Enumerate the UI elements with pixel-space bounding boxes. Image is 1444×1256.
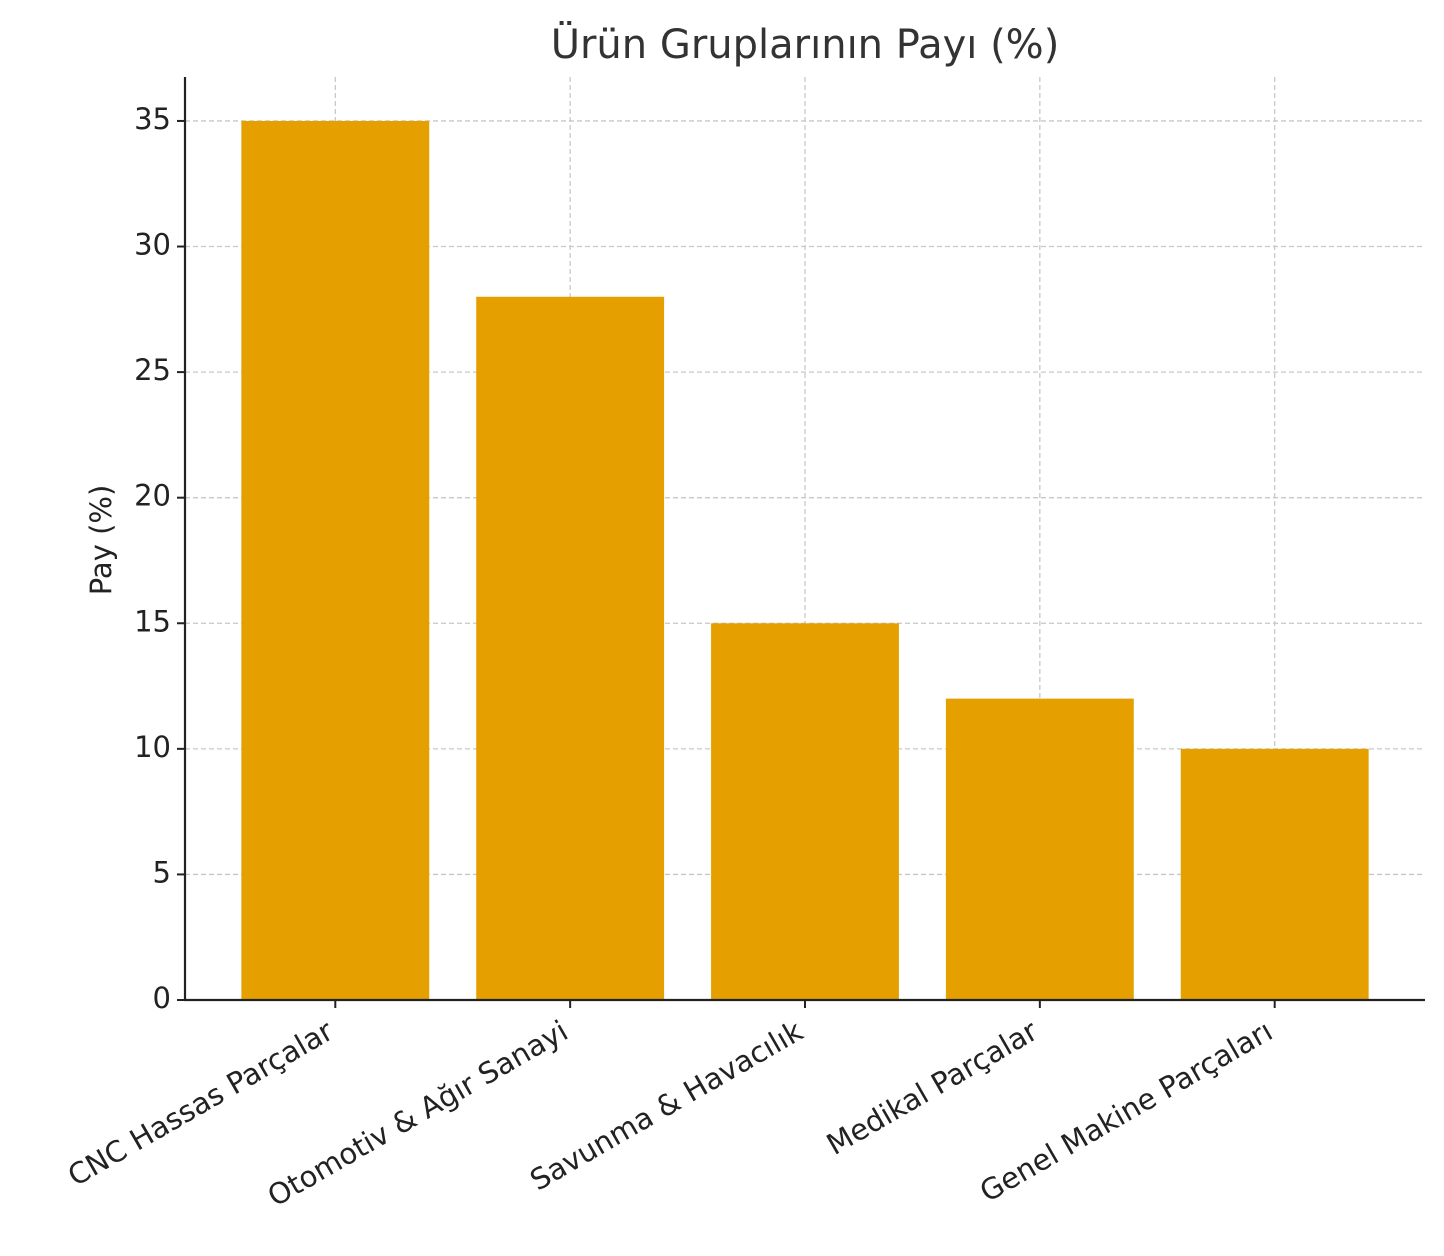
y-tick-label: 10 bbox=[134, 730, 171, 764]
y-tick-label: 25 bbox=[134, 353, 171, 387]
bar bbox=[476, 296, 665, 1000]
bar bbox=[711, 623, 899, 1000]
y-tick-label: 15 bbox=[134, 604, 171, 638]
y-tick-label: 0 bbox=[153, 981, 171, 1015]
y-tick-label: 30 bbox=[134, 228, 171, 262]
chart-title: Ürün Gruplarının Payı (%) bbox=[551, 20, 1060, 68]
y-tick-label: 20 bbox=[134, 479, 171, 513]
bar bbox=[1180, 748, 1369, 1000]
bar bbox=[945, 698, 1134, 1000]
y-tick-label: 35 bbox=[134, 102, 171, 136]
x-tick-label: Medikal Parçalar bbox=[821, 1014, 1044, 1162]
bar bbox=[241, 120, 430, 1000]
y-tick-label: 5 bbox=[153, 855, 171, 889]
y-axis-label: Pay (%) bbox=[84, 485, 118, 596]
